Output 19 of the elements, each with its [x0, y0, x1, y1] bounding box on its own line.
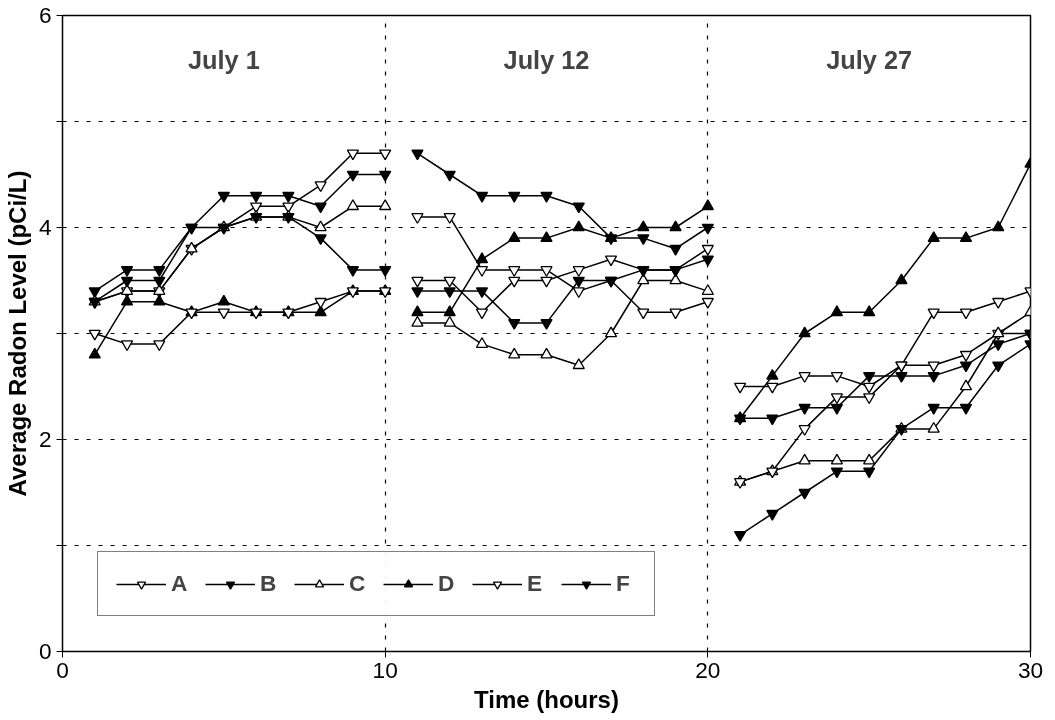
legend-label: B: [260, 570, 278, 597]
y-tick-label: 2: [38, 426, 52, 452]
x-tick-label: 30: [1017, 656, 1044, 683]
legend-label: E: [527, 570, 544, 597]
x-tick-label: 0: [56, 656, 69, 683]
legend-label: C: [349, 570, 367, 597]
y-tick-label: 0: [38, 638, 52, 664]
x-axis-title: Time (hours): [474, 685, 619, 713]
x-tick-label: 20: [695, 656, 721, 683]
y-axis-title: Average Radon Level (pCi/L): [3, 170, 31, 497]
x-tick-label: 10: [372, 656, 398, 683]
annotation: July 27: [826, 46, 913, 75]
y-tick-label: 4: [38, 214, 52, 240]
legend-label: A: [171, 570, 189, 597]
y-tick-label: 6: [38, 2, 52, 28]
annotation: July 1: [187, 46, 260, 75]
legend-label: D: [438, 570, 456, 597]
legend-label: F: [616, 570, 631, 597]
annotation: July 12: [503, 46, 590, 75]
